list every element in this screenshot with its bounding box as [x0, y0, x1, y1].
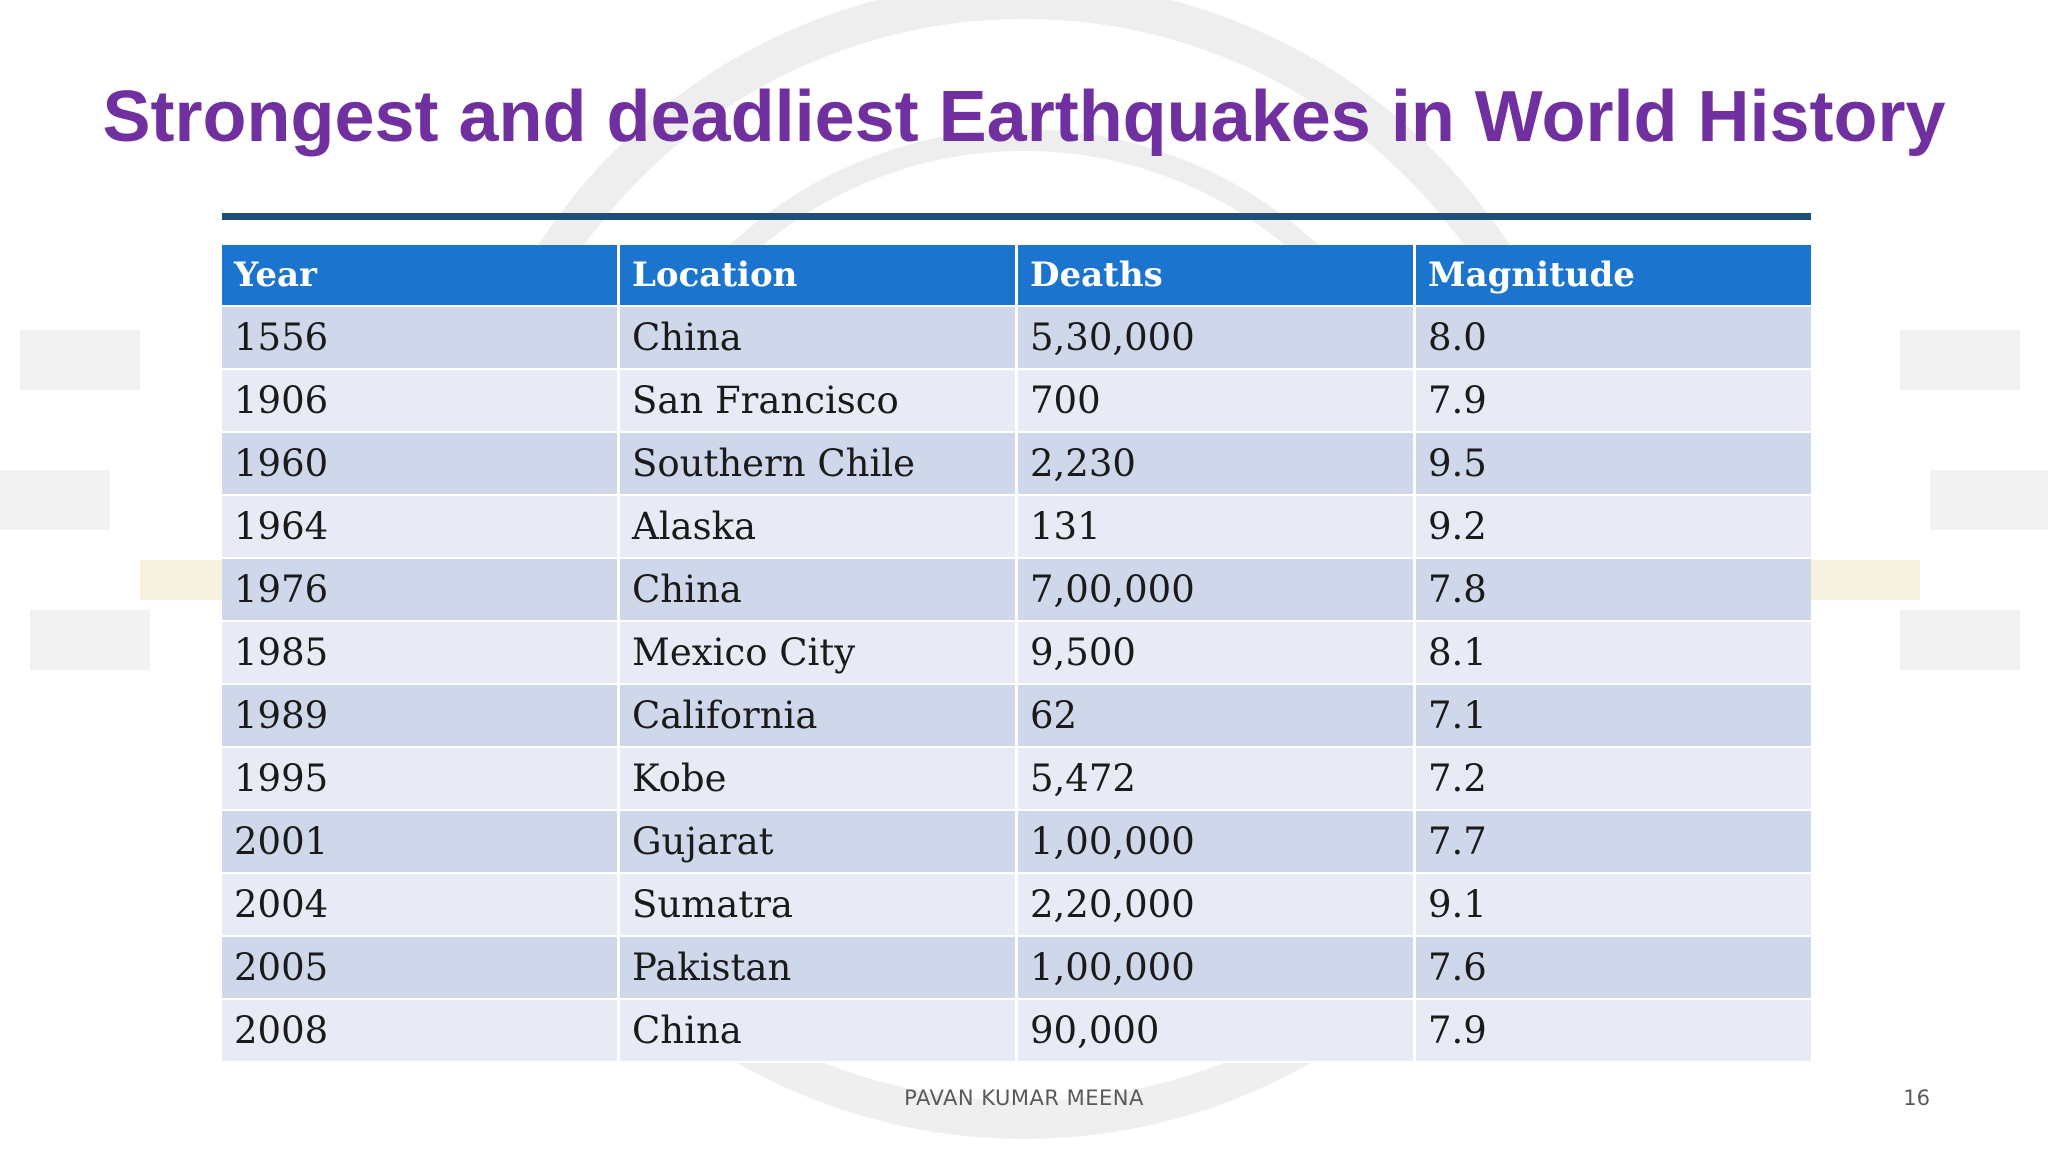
table-row: 1976 China 7,00,000 7.8: [222, 559, 1811, 622]
slide-page-number: 16: [1903, 1086, 1930, 1110]
cell-year: 1995: [222, 748, 620, 811]
cell-magnitude: 8.0: [1416, 307, 1811, 370]
cell-location: Pakistan: [620, 937, 1018, 1000]
cell-deaths: 1,00,000: [1018, 811, 1416, 874]
cell-year: 2001: [222, 811, 620, 874]
cell-magnitude: 8.1: [1416, 622, 1811, 685]
cell-year: 1960: [222, 433, 620, 496]
table-row: 2008 China 90,000 7.9: [222, 1000, 1811, 1063]
table-row: 1985 Mexico City 9,500 8.1: [222, 622, 1811, 685]
cell-magnitude: 7.6: [1416, 937, 1811, 1000]
header-year: Year: [222, 245, 620, 307]
cell-magnitude: 9.2: [1416, 496, 1811, 559]
cell-year: 2004: [222, 874, 620, 937]
cell-deaths: 9,500: [1018, 622, 1416, 685]
table-header-row: Year Location Deaths Magnitude: [222, 245, 1811, 307]
cell-magnitude: 7.8: [1416, 559, 1811, 622]
table-row: 1906 San Francisco 700 7.9: [222, 370, 1811, 433]
cell-year: 2008: [222, 1000, 620, 1063]
slide-title: Strongest and deadliest Earthquakes in W…: [102, 77, 1946, 157]
cell-year: 1964: [222, 496, 620, 559]
cell-deaths: 700: [1018, 370, 1416, 433]
cell-year: 2005: [222, 937, 620, 1000]
cell-deaths: 131: [1018, 496, 1416, 559]
cell-year: 1556: [222, 307, 620, 370]
cell-deaths: 2,20,000: [1018, 874, 1416, 937]
cell-location: San Francisco: [620, 370, 1018, 433]
cell-location: China: [620, 307, 1018, 370]
cell-magnitude: 9.5: [1416, 433, 1811, 496]
cell-location: Sumatra: [620, 874, 1018, 937]
cell-deaths: 90,000: [1018, 1000, 1416, 1063]
slide-footer-author: PAVAN KUMAR MEENA: [904, 1086, 1144, 1110]
cell-magnitude: 7.7: [1416, 811, 1811, 874]
cell-magnitude: 9.1: [1416, 874, 1811, 937]
table-row: 1964 Alaska 131 9.2: [222, 496, 1811, 559]
cell-year: 1989: [222, 685, 620, 748]
cell-location: California: [620, 685, 1018, 748]
table-row: 2001 Gujarat 1,00,000 7.7: [222, 811, 1811, 874]
cell-deaths: 1,00,000: [1018, 937, 1416, 1000]
cell-magnitude: 7.2: [1416, 748, 1811, 811]
cell-year: 1985: [222, 622, 620, 685]
cell-deaths: 5,472: [1018, 748, 1416, 811]
cell-location: Gujarat: [620, 811, 1018, 874]
cell-location: Kobe: [620, 748, 1018, 811]
cell-location: Mexico City: [620, 622, 1018, 685]
cell-magnitude: 7.9: [1416, 370, 1811, 433]
cell-year: 1906: [222, 370, 620, 433]
cell-magnitude: 7.1: [1416, 685, 1811, 748]
table-row: 1960 Southern Chile 2,230 9.5: [222, 433, 1811, 496]
cell-deaths: 2,230: [1018, 433, 1416, 496]
table-row: 1995 Kobe 5,472 7.2: [222, 748, 1811, 811]
cell-deaths: 5,30,000: [1018, 307, 1416, 370]
cell-location: Southern Chile: [620, 433, 1018, 496]
cell-deaths: 62: [1018, 685, 1416, 748]
table-row: 2004 Sumatra 2,20,000 9.1: [222, 874, 1811, 937]
cell-year: 1976: [222, 559, 620, 622]
header-deaths: Deaths: [1018, 245, 1416, 307]
earthquake-table: Year Location Deaths Magnitude 1556 Chin…: [222, 245, 1811, 1063]
table-top-rule: [222, 213, 1811, 220]
header-location: Location: [620, 245, 1018, 307]
table-row: 1989 California 62 7.1: [222, 685, 1811, 748]
table-row: 2005 Pakistan 1,00,000 7.6: [222, 937, 1811, 1000]
header-magnitude: Magnitude: [1416, 245, 1811, 307]
cell-deaths: 7,00,000: [1018, 559, 1416, 622]
cell-location: China: [620, 1000, 1018, 1063]
cell-location: Alaska: [620, 496, 1018, 559]
table-row: 1556 China 5,30,000 8.0: [222, 307, 1811, 370]
cell-magnitude: 7.9: [1416, 1000, 1811, 1063]
earthquake-table-container: Year Location Deaths Magnitude 1556 Chin…: [222, 245, 1811, 1063]
cell-location: China: [620, 559, 1018, 622]
